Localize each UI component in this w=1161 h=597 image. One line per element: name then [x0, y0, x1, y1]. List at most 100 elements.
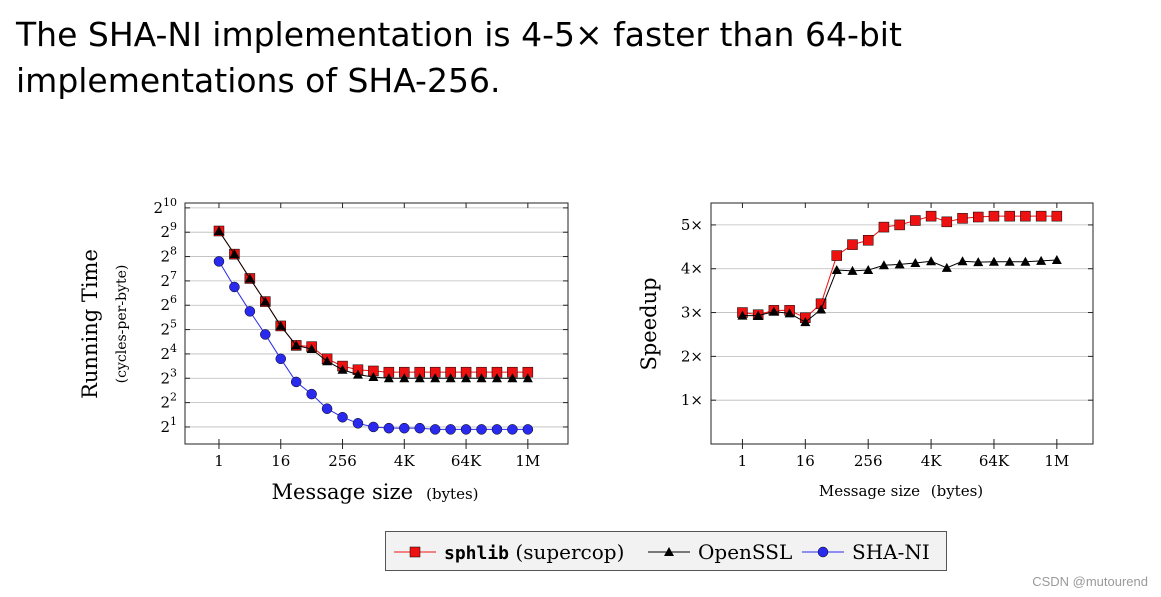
- y-tick-base: 2: [153, 199, 163, 217]
- chart2-xlabel-unit: (bytes): [931, 482, 983, 500]
- y-tick-base: 2: [160, 418, 170, 436]
- data-point-openssl: [522, 373, 533, 383]
- y-tick-label: 26: [160, 293, 177, 314]
- chart2-series: [737, 210, 1063, 327]
- data-point-openssl: [260, 296, 271, 306]
- legend-marker-circle: [817, 546, 829, 558]
- data-point-openssl: [337, 364, 348, 374]
- y-tick-label: 22: [160, 391, 177, 412]
- legend-name: sphlib: [444, 543, 509, 564]
- legend-name: OpenSSL: [698, 540, 792, 564]
- data-point-sphlib: [1020, 210, 1031, 222]
- series-line-sha-ni: [218, 261, 528, 430]
- data-point-sphlib: [1004, 210, 1015, 222]
- y-tick-base: 2: [160, 369, 170, 387]
- data-point-sha-ni: [460, 424, 472, 435]
- y-tick-exponent: 9: [170, 220, 177, 233]
- data-point-openssl: [957, 256, 968, 266]
- data-point-sha-ni: [352, 418, 364, 429]
- data-point-openssl: [430, 373, 441, 383]
- legend-label: SHA-NI: [852, 540, 930, 564]
- chart1-ylabel: Running Time: [78, 249, 102, 399]
- data-point-openssl: [476, 373, 487, 383]
- data-point-openssl: [1036, 255, 1047, 265]
- y-tick-exponent: 6: [170, 293, 177, 306]
- legend-canvas: sphlib (supercop) OpenSSL SHA-NI: [394, 540, 930, 564]
- data-point-openssl: [768, 306, 779, 316]
- data-point-openssl: [894, 259, 905, 269]
- data-point-openssl: [383, 373, 394, 383]
- data-point-sphlib: [878, 221, 890, 233]
- data-point-openssl: [1051, 254, 1062, 264]
- data-point-sha-ni: [414, 422, 425, 434]
- y-tick-base: 2: [160, 223, 170, 241]
- data-point-openssl: [973, 257, 984, 267]
- y-tick-label: 25: [160, 318, 177, 339]
- data-point-sha-ni: [522, 424, 534, 435]
- data-point-sphlib: [988, 210, 1000, 222]
- data-point-sha-ni: [260, 329, 271, 340]
- data-point-sha-ni: [368, 421, 379, 433]
- data-point-sha-ni: [229, 281, 240, 293]
- y-tick-exponent: 2: [170, 391, 177, 404]
- data-point-openssl: [1020, 256, 1031, 266]
- y-tick-label: 4×: [681, 260, 703, 278]
- x-tick-label: 1: [214, 452, 224, 470]
- chart2-y-ticks: 1× 2× 3× 4× 5×: [681, 216, 1093, 409]
- data-point-openssl: [941, 262, 952, 272]
- data-point-sha-ni: [306, 388, 317, 400]
- x-tick-label: 1M: [515, 452, 540, 470]
- data-point-sphlib: [831, 250, 843, 261]
- x-tick-label: 256: [854, 452, 883, 470]
- data-point-sphlib: [941, 216, 953, 228]
- y-tick-base: 2: [160, 394, 170, 412]
- data-point-openssl: [878, 260, 889, 270]
- data-point-sphlib: [1051, 210, 1063, 222]
- data-point-openssl: [244, 273, 255, 283]
- data-point-openssl: [1004, 256, 1015, 266]
- y-tick-exponent: 3: [170, 366, 177, 379]
- y-tick-exponent: 4: [170, 342, 177, 355]
- data-point-openssl: [352, 369, 363, 379]
- y-tick-base: 2: [160, 321, 170, 339]
- chart2-x-ticks: 1 16 256 4K 64K 1M: [738, 203, 1069, 470]
- legend-name: SHA-NI: [852, 540, 930, 564]
- y-tick-label: 2×: [681, 347, 703, 365]
- data-point-sha-ni: [383, 422, 395, 434]
- y-tick-exponent: 5: [170, 318, 177, 331]
- legend-suffix: (supercop): [509, 540, 624, 564]
- x-tick-label: 1: [738, 452, 748, 470]
- y-tick-label: 29: [160, 220, 177, 241]
- y-tick-label: 210: [153, 196, 177, 217]
- y-tick-exponent: 7: [170, 269, 177, 282]
- data-point-openssl: [926, 256, 937, 266]
- chart1-xlabel: Message size (bytes): [271, 480, 478, 504]
- data-point-openssl: [753, 310, 764, 320]
- data-point-sha-ni: [290, 376, 302, 388]
- y-tick-label: 21: [160, 415, 177, 436]
- data-point-openssl: [863, 265, 874, 275]
- data-point-openssl: [445, 373, 456, 383]
- chart2-xlabel: Message size (bytes): [819, 482, 983, 500]
- legend-label: OpenSSL: [698, 540, 792, 564]
- data-point-sphlib: [972, 211, 984, 223]
- data-point-sha-ni: [445, 424, 456, 435]
- data-point-sha-ni: [337, 411, 348, 423]
- data-point-openssl: [414, 373, 425, 383]
- data-point-openssl: [800, 317, 811, 327]
- chart1-xlabel-main: Message size: [271, 480, 413, 504]
- speedup-chart: 1 16 256 4K 64K 1M 1× 2× 3× 4× 5× Speedup Message…: [637, 202, 1094, 500]
- data-point-openssl: [784, 308, 795, 318]
- data-point-sha-ni: [429, 424, 441, 435]
- data-point-openssl: [322, 356, 333, 366]
- data-point-sha-ni: [244, 306, 256, 317]
- data-point-openssl: [988, 256, 999, 266]
- data-point-sphlib: [1035, 210, 1047, 222]
- chart1-ylabel-sub: (cycles-per-byte): [114, 265, 130, 384]
- data-point-sha-ni: [321, 403, 333, 414]
- data-point-sphlib: [957, 213, 968, 224]
- x-tick-label: 1M: [1044, 452, 1069, 470]
- y-tick-label: 28: [160, 245, 177, 266]
- y-tick-label: 24: [160, 342, 177, 363]
- data-point-sphlib: [910, 215, 921, 226]
